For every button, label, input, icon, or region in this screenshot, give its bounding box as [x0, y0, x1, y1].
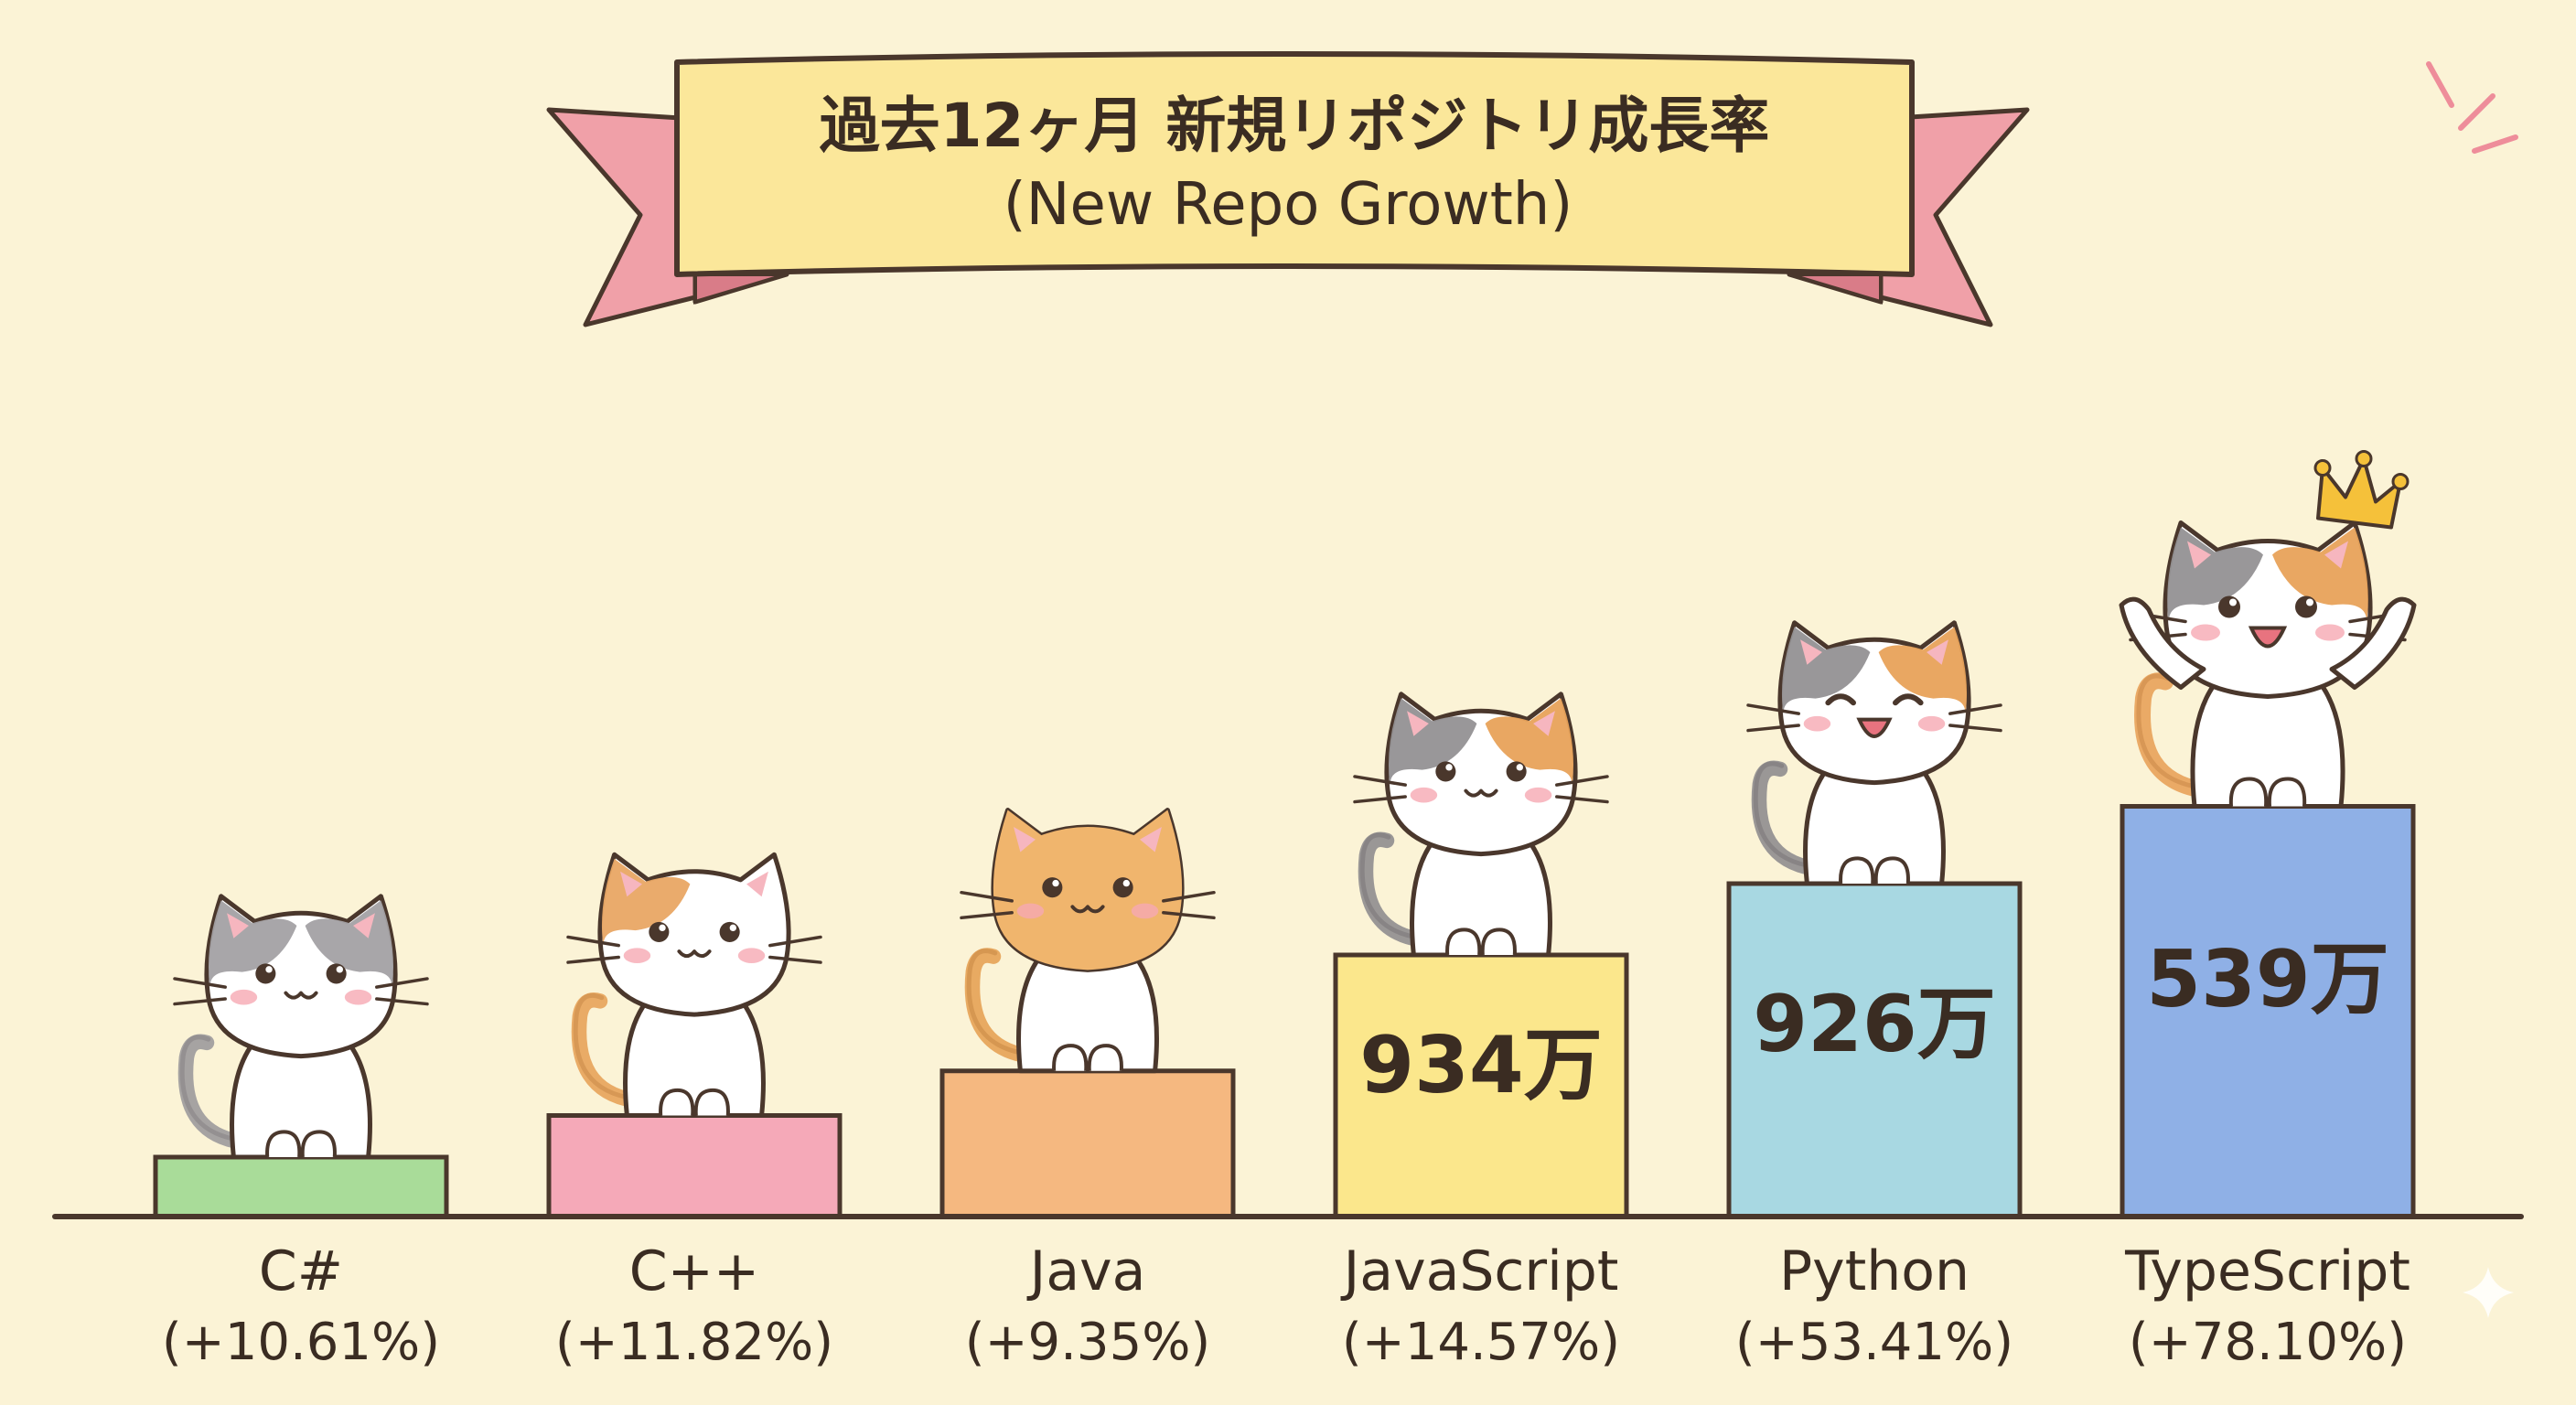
ribbon-fold-right: [1788, 273, 1883, 305]
calico-cat-illustration: [566, 852, 822, 1118]
sparkle-icon: [2463, 1267, 2514, 1318]
category-label: C++: [629, 1239, 759, 1303]
bar-javascript: [1333, 952, 1629, 1219]
cats-layer: [173, 450, 2417, 1160]
ribbon-fold-left: [693, 273, 788, 305]
bar-typescript: [2120, 804, 2416, 1219]
growth-label: (+10.61%): [162, 1313, 440, 1372]
bar-java: [939, 1068, 1236, 1219]
bars-layer: [153, 804, 2416, 1219]
growth-label: (+78.10%): [2129, 1313, 2407, 1372]
growth-label: (+14.57%): [1342, 1313, 1620, 1372]
orange-tabby-cat-illustration: [960, 808, 1216, 1074]
growth-label: (+9.35%): [965, 1313, 1211, 1372]
category-label: JavaScript: [1340, 1239, 1619, 1303]
labels-layer: C# (+10.61%) C++ (+11.82%) Java (+9.35%) 934万 J…: [162, 934, 2410, 1372]
bar-c-: [153, 1154, 449, 1219]
banner-body: [674, 51, 1915, 277]
calico-cat-illustration: [1353, 692, 1609, 958]
bar-c-: [546, 1113, 843, 1219]
excitement-marks: [2426, 61, 2518, 154]
category-label: C#: [259, 1239, 343, 1303]
category-label: Python: [1779, 1239, 1970, 1303]
bar-value-label: 934万: [1359, 1020, 1603, 1111]
calico-cat-illustration: [1746, 620, 2002, 886]
category-label: TypeScript: [2124, 1239, 2410, 1303]
growth-label: (+11.82%): [555, 1313, 833, 1372]
bar-value-label: 926万: [1753, 979, 1996, 1070]
chart-subtitle: (New Repo Growth): [1004, 171, 1573, 239]
chart-title: 過去12ヶ月 新規リポジトリ成長率: [820, 91, 1770, 161]
gray-tabby-cat-illustration: [173, 894, 429, 1160]
title-banner: 過去12ヶ月 新規リポジトリ成長率 (New Repo Growth): [546, 51, 2030, 327]
growth-label: (+53.41%): [1735, 1313, 2013, 1372]
category-label: Java: [1026, 1239, 1146, 1303]
calico-cat-with-crown-illustration: [2119, 450, 2417, 809]
bar-python: [1726, 881, 2023, 1219]
bar-value-label: 539万: [2146, 934, 2389, 1025]
